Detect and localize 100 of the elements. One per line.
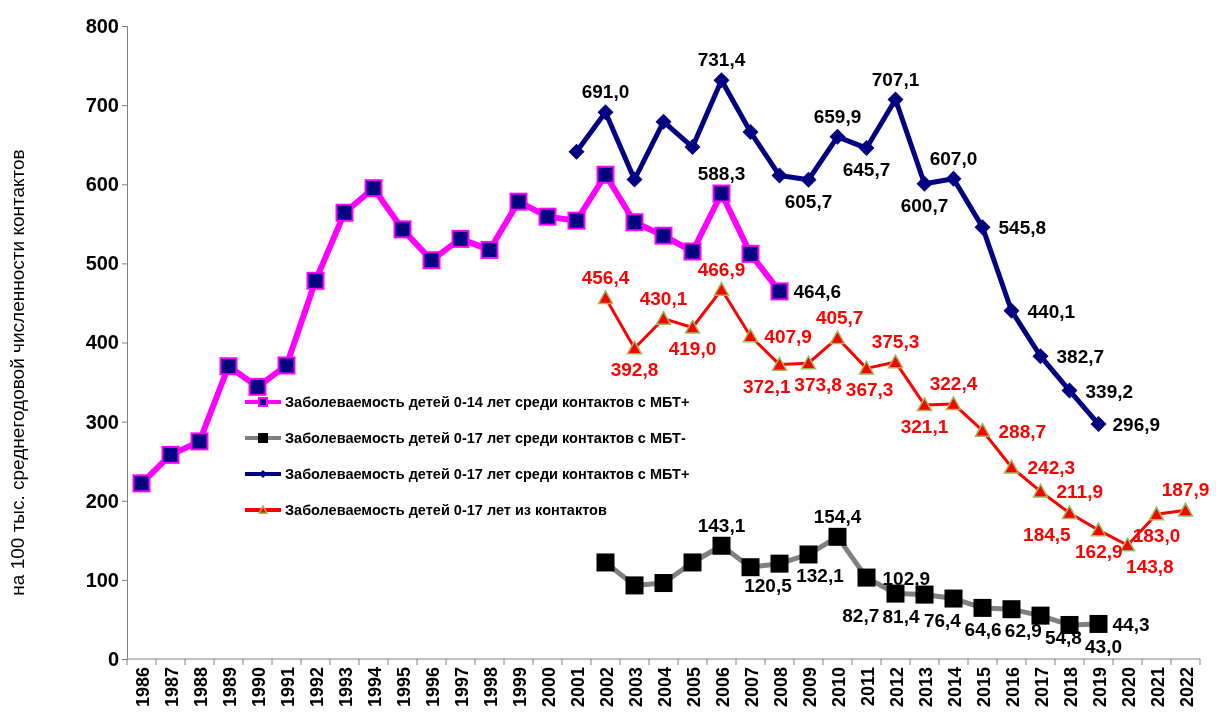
point (829, 330, 846, 345)
x-tick-label: 2005 (683, 667, 704, 708)
point (974, 422, 991, 437)
y-axis-title: на 100 тыс. среднегодовой численности контактов (7, 149, 28, 596)
point (974, 219, 991, 236)
y-tick-label: 100 (85, 568, 119, 591)
data-label: 375,3 (871, 331, 920, 353)
point (568, 143, 585, 160)
point (1003, 302, 1020, 319)
x-tick-label: 2022 (1176, 667, 1197, 708)
x-tick-label: 1986 (132, 667, 153, 708)
data-label: 372,1 (742, 375, 791, 397)
data-label: 588,3 (697, 162, 746, 184)
point (335, 203, 354, 222)
point (480, 240, 499, 259)
data-label: 211,9 (1056, 481, 1103, 503)
point (451, 229, 470, 248)
data-label: 242,3 (1027, 457, 1076, 479)
data-label: 43,0 (1085, 635, 1123, 657)
point (567, 211, 586, 230)
data-label: 707,1 (871, 68, 920, 90)
point (654, 226, 673, 245)
x-tick-label: 2007 (741, 667, 762, 708)
x-tick-label: 2018 (1060, 667, 1081, 708)
x-tick-label: 2010 (828, 667, 849, 708)
x-tick-label: 2012 (886, 667, 907, 708)
point (1090, 416, 1107, 433)
point (509, 192, 528, 211)
data-label: 81,4 (882, 605, 920, 627)
point (742, 328, 759, 343)
point (713, 281, 730, 296)
x-tick-label: 2002 (596, 667, 617, 708)
point (626, 340, 643, 355)
point (190, 432, 209, 451)
point (597, 104, 614, 121)
data-label: 659,9 (813, 105, 862, 127)
x-tick-label: 2014 (944, 667, 965, 708)
x-tick-label: 2004 (654, 667, 675, 708)
data-label: 120,5 (744, 574, 793, 596)
point (887, 91, 904, 108)
x-tick-label: 2006 (712, 667, 733, 708)
data-label: 605,7 (784, 190, 833, 212)
data-label: 545,8 (998, 217, 1047, 239)
point (132, 474, 151, 493)
legend-label: Заболеваемость детей 0-17 лет из контактов (285, 502, 607, 518)
data-label: 64,6 (964, 618, 1002, 640)
point (655, 310, 672, 326)
y-tick-label: 500 (85, 252, 119, 275)
point (422, 251, 441, 270)
x-tick-label: 1991 (277, 667, 298, 708)
data-label: 322,4 (929, 372, 978, 394)
point (916, 175, 933, 192)
point (1032, 483, 1049, 498)
x-tick-label: 1999 (509, 667, 530, 708)
point (1032, 348, 1049, 365)
point (597, 290, 614, 305)
x-tick-label: 1993 (335, 667, 356, 708)
data-label: 373,8 (794, 374, 842, 396)
x-tick-label: 1989 (219, 667, 240, 708)
point (626, 171, 643, 188)
x-tick-label: 2020 (1118, 667, 1139, 708)
point (219, 357, 238, 376)
data-label: 62,9 (1004, 620, 1042, 642)
data-label: 407,9 (764, 326, 812, 348)
data-label: 464,6 (793, 281, 842, 303)
x-tick-label: 1995 (393, 667, 414, 708)
x-tick-label: 2003 (625, 667, 646, 708)
x-tick-label: 1987 (161, 667, 182, 708)
x-tick-label: 2016 (1002, 667, 1023, 708)
data-label: 154,4 (813, 505, 862, 527)
x-tick-label: 1996 (422, 667, 443, 708)
legend-label: Заболеваемость детей 0-17 лет среди контактов с МБТ- (285, 430, 686, 446)
point (858, 140, 875, 157)
x-tick-label: 1997 (451, 667, 472, 708)
data-label: 607,0 (929, 147, 978, 169)
data-label: 430,1 (639, 287, 688, 309)
data-label: 143,8 (1126, 556, 1174, 578)
point (945, 170, 962, 187)
legend-label: Заболеваемость детей 0-14 лет среди контактов с МБТ+ (285, 394, 690, 410)
data-label: 456,4 (581, 266, 630, 288)
x-tick-label: 1990 (248, 667, 269, 708)
x-tick-label: 2009 (799, 667, 820, 708)
y-tick-label: 0 (107, 647, 119, 670)
point (713, 72, 730, 89)
point (393, 220, 412, 239)
point (1061, 382, 1078, 399)
data-label: 440,1 (1027, 300, 1076, 322)
point (683, 242, 702, 261)
point (1003, 459, 1020, 474)
point (625, 213, 644, 232)
point (1061, 505, 1078, 520)
point (655, 113, 672, 130)
data-label: 143,1 (697, 514, 746, 536)
point (248, 377, 267, 396)
x-tick-label: 2017 (1031, 667, 1052, 708)
x-tick-label: 2011 (857, 667, 878, 707)
data-label: 691,0 (581, 81, 630, 103)
point (684, 319, 701, 334)
point (684, 139, 701, 156)
point (712, 184, 731, 203)
